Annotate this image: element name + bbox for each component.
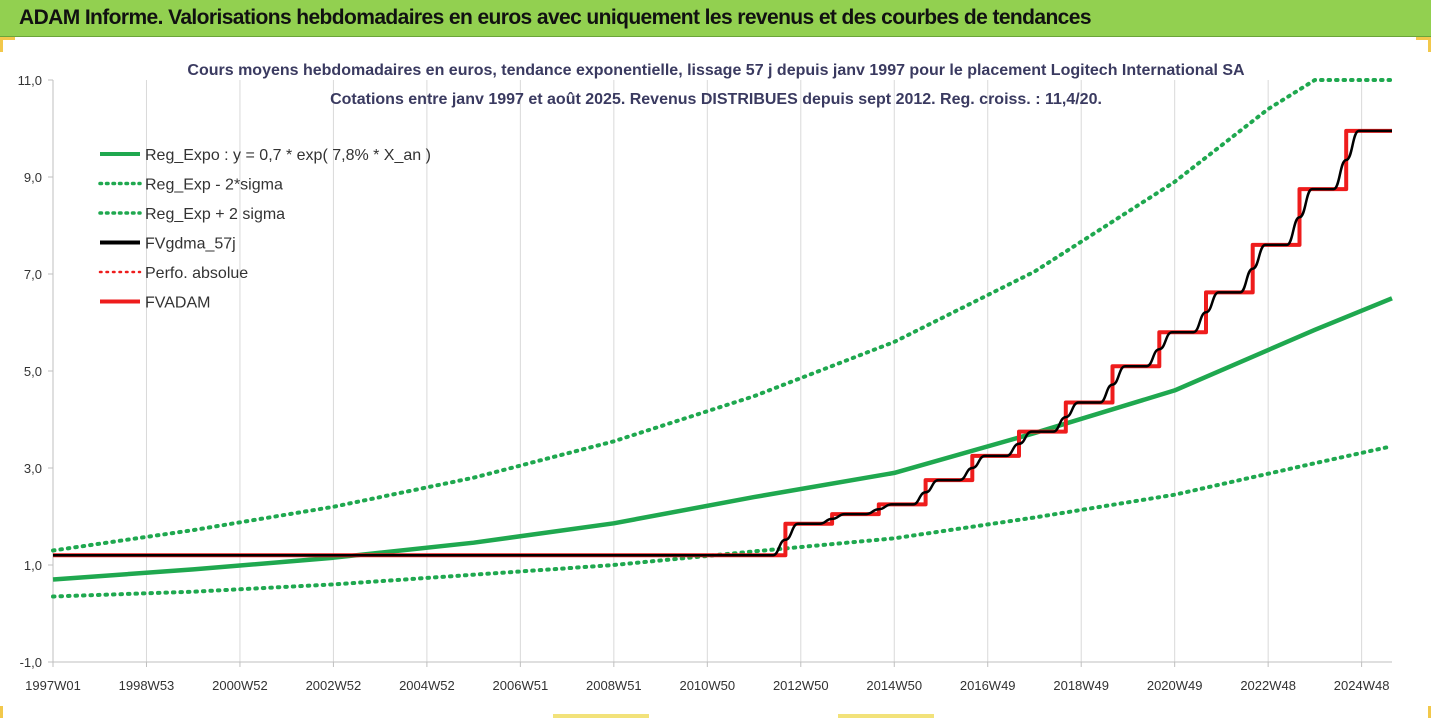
x-tick-label: 2022W48 (1240, 678, 1296, 693)
corner-marker-top-right (1416, 37, 1431, 52)
series-reg-minus-2sigma (51, 444, 1394, 599)
corner-marker-bottom-left (0, 706, 15, 718)
legend-label: FVADAM (145, 295, 210, 312)
y-tick-label: 11,0 (18, 73, 42, 88)
y-tick-label: 7,0 (24, 267, 42, 282)
corner-marker-top-left (0, 37, 15, 52)
y-tick-label: 3,0 (24, 461, 42, 476)
x-tick-label: 2012W50 (773, 678, 829, 693)
x-tick-label: 2006W51 (493, 678, 549, 693)
series-reg-expo (52, 296, 1393, 582)
x-tick-label: 2024W48 (1334, 678, 1390, 693)
x-tick-label: 2014W50 (866, 678, 922, 693)
legend-label: FVgdma_57j (145, 236, 236, 253)
chart-title: Cours moyens hebdomadaires en euros, ten… (187, 62, 1245, 108)
x-tick-label: 1998W53 (119, 678, 175, 693)
series-lines (51, 78, 1394, 599)
x-tick-label: 1997W01 (25, 678, 81, 693)
bottom-tab-marker (838, 714, 934, 718)
x-tick-label: 2016W49 (960, 678, 1016, 693)
axes: -1,0 1,0 3,0 5,0 7,0 9,0 11,0 1997W01 1998W53 200… (18, 73, 1392, 693)
bottom-tab-marker (553, 714, 649, 718)
y-tick-label: 5,0 (24, 364, 42, 379)
legend-label: Perfo. absolue (145, 265, 248, 282)
x-tick-label: 2000W52 (212, 678, 268, 693)
x-tick-label: 2008W51 (586, 678, 642, 693)
banner: ADAM Informe. Valorisations hebdomadaire… (0, 0, 1431, 37)
series-fvadam (53, 128, 1392, 558)
y-tick-label: 1,0 (24, 558, 42, 573)
chart-title-line-1: Cours moyens hebdomadaires en euros, ten… (187, 62, 1245, 79)
series-fvgdma-57j (52, 129, 1392, 557)
y-tick-label: -1,0 (20, 655, 42, 670)
legend: Reg_Expo : y = 0,7 * exp( 7,8% * X_an ) R… (98, 147, 431, 312)
corner-marker-bottom-right (1416, 706, 1431, 718)
x-tick-label: 2010W50 (679, 678, 735, 693)
series-reg-plus-2sigma (51, 78, 1394, 553)
x-tick-label: 2004W52 (399, 678, 455, 693)
grid-lines (145, 80, 1363, 662)
x-tick-label: 2018W49 (1053, 678, 1109, 693)
banner-title: ADAM Informe. Valorisations hebdomadaire… (19, 6, 1092, 29)
chart-title-line-2: Cotations entre janv 1997 et août 2025. … (330, 91, 1102, 108)
y-tick-label: 9,0 (24, 170, 42, 185)
legend-label: Reg_Exp + 2 sigma (145, 206, 285, 223)
x-tick-label: 2020W49 (1147, 678, 1203, 693)
legend-label: Reg_Exp - 2*sigma (145, 177, 283, 194)
x-tick-label: 2002W52 (306, 678, 362, 693)
legend-label: Reg_Expo : y = 0,7 * exp( 7,8% * X_an ) (145, 147, 431, 164)
